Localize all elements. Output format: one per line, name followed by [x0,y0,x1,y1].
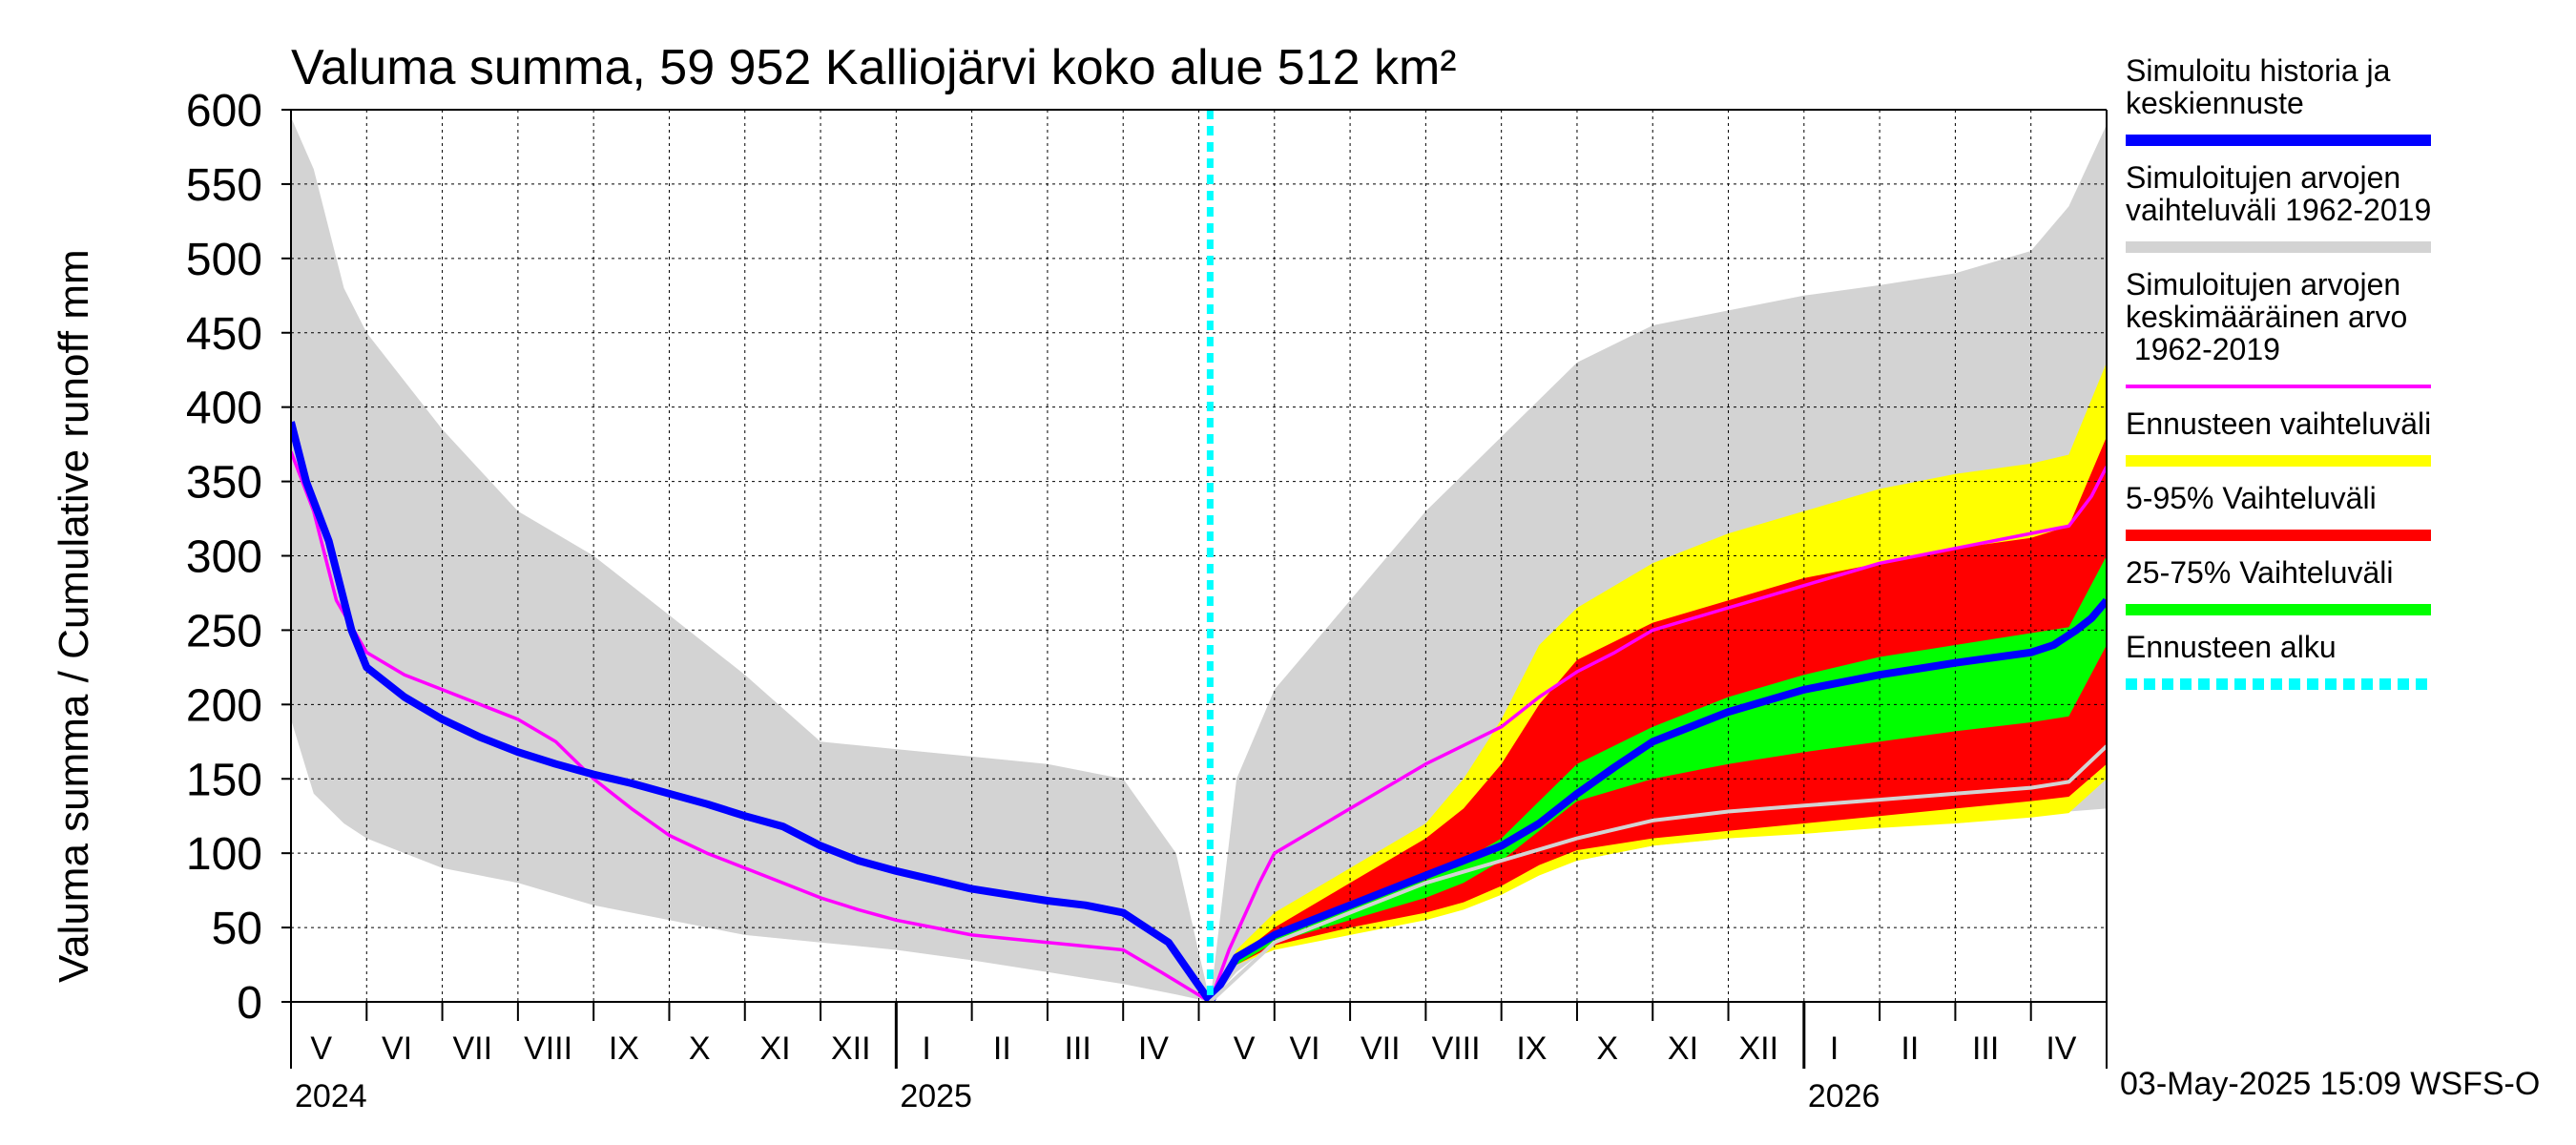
plot-data-layer [291,110,2107,1002]
legend-item-1: Simuloitujen arvojen vaihteluväli 1962-20… [2126,160,2431,253]
y-tick-label-0: 0 [237,978,262,1029]
month-label-19: XII [1738,1030,1778,1067]
month-label-0: V [310,1030,332,1067]
legend: Simuloitu historia ja keskiennuste Simuloi… [2126,53,2431,690]
month-label-2: VII [453,1030,493,1067]
footer-timestamp: 03-May-2025 15:09 WSFS-O [2120,1066,2540,1102]
month-label-21: II [1901,1030,1919,1067]
month-label-14: VII [1361,1030,1401,1067]
year-label-2: 2026 [1808,1078,1880,1114]
month-label-15: VIII [1432,1030,1481,1067]
month-label-10: III [1064,1030,1091,1067]
legend-item-5: 25-75% Vaihteluväli [2126,555,2431,615]
month-label-9: II [993,1030,1011,1067]
year-label-1: 2025 [900,1078,972,1114]
y-tick-label-1: 50 [212,904,262,954]
legend-label-1: Simuloitujen arvojen vaihteluväli 1962-20… [2126,160,2431,227]
series-line-0 [291,450,2107,1002]
month-label-3: VIII [524,1030,572,1067]
y-tick-label-12: 600 [186,86,262,136]
y-tick-label-6: 300 [186,532,262,583]
legend-item-6: Ennusteen alku [2126,630,2431,690]
month-label-18: XI [1668,1030,1698,1067]
month-label-12: V [1234,1030,1256,1067]
month-label-4: IX [609,1030,639,1067]
y-tick-label-11: 550 [186,160,262,211]
y-axis-label: Valuma summa / Cumulative runoff mm [51,249,97,983]
y-tick-label-3: 150 [186,755,262,805]
y-tick-label-4: 200 [186,680,262,731]
band-2 [1210,436,2107,1002]
y-tick-label-2: 100 [186,829,262,880]
month-label-8: I [922,1030,930,1067]
month-label-6: XI [759,1030,790,1067]
month-label-22: III [1972,1030,1999,1067]
month-label-11: IV [1138,1030,1169,1067]
month-label-1: VI [382,1030,412,1067]
series-line-2 [1209,744,2107,1002]
y-tick-label-8: 400 [186,384,262,434]
series-line-1 [291,421,2107,1002]
y-tick-label-7: 350 [186,458,262,509]
chart-title: Valuma summa, 59 952 Kalliojärvi koko al… [291,40,1457,95]
y-tick-label-9: 450 [186,309,262,360]
legend-item-4: 5-95% Vaihteluväli [2126,481,2431,541]
legend-label-6: Ennusteen alku [2126,630,2337,664]
band-3 [1210,555,2107,1002]
y-tick-label-5: 250 [186,606,262,656]
legend-label-0: Simuloitu historia ja keskiennuste [2126,53,2391,120]
year-label-0: 2024 [295,1078,367,1114]
legend-item-3: Ennusteen vaihteluväli [2126,406,2431,467]
legend-item-0: Simuloitu historia ja keskiennuste [2126,53,2431,146]
month-label-20: I [1830,1030,1839,1067]
month-label-13: VI [1289,1030,1319,1067]
legend-label-5: 25-75% Vaihteluväli [2126,555,2393,590]
month-label-23: IV [2046,1030,2076,1067]
legend-label-3: Ennusteen vaihteluväli [2126,406,2431,441]
month-label-7: XII [831,1030,871,1067]
y-tick-label-10: 500 [186,235,262,285]
legend-label-4: 5-95% Vaihteluväli [2126,481,2377,515]
month-label-16: IX [1516,1030,1547,1067]
legend-item-2: Simuloitujen arvojen keskimääräinen arvo … [2126,267,2431,388]
legend-label-2: Simuloitujen arvojen keskimääräinen arvo … [2126,267,2407,366]
gridlines [291,110,2107,1002]
month-label-5: X [689,1030,711,1067]
month-label-17: X [1596,1030,1618,1067]
